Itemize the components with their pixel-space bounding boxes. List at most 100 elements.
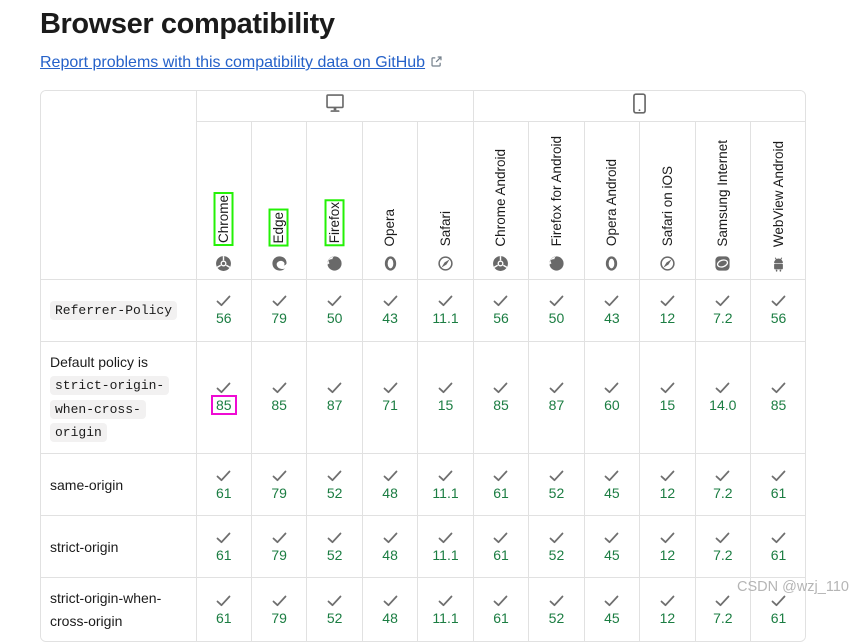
version-number: 7.2 [713,310,733,326]
version-number: 11.1 [432,484,459,501]
support-cell[interactable]: 15 [417,340,474,455]
support-cell[interactable]: 52 [306,515,363,579]
support-cell[interactable]: 61 [195,453,252,517]
check-icon [438,470,453,482]
version-number: 7.2 [713,609,733,626]
check-icon [660,295,675,307]
support-cell[interactable]: 43 [361,278,419,342]
feature-cell: strict-origin [41,515,197,579]
check-icon [715,382,730,394]
support-cell[interactable]: 12 [639,278,696,342]
version-number: 61 [493,484,509,501]
support-cell[interactable]: 7.2 [694,278,752,342]
support-cell[interactable]: 52 [528,577,585,642]
browser-header-webview-android: WebView Android [750,120,805,280]
support-cell[interactable]: 61 [750,453,805,517]
support-cell[interactable]: 48 [361,515,419,579]
version-number: 12 [659,546,676,563]
support-cell[interactable]: 52 [528,453,585,517]
support-cell[interactable]: 79 [250,515,308,579]
support-cell[interactable]: 45 [583,515,641,579]
version-number: 61 [215,609,232,626]
check-icon [715,532,730,544]
feature-label: Default policy is [50,353,149,370]
support-cell[interactable]: 52 [306,453,363,517]
safari-icon [437,255,454,272]
browser-header-chrome: Chrome [195,120,252,280]
support-cell[interactable]: 50 [528,278,585,342]
support-cell[interactable]: 7.2 [694,515,752,579]
version-number: 43 [604,310,620,326]
check-icon [383,470,398,482]
support-cell[interactable]: 61 [472,453,530,517]
support-cell[interactable]: 85 [195,340,252,455]
support-cell[interactable]: 43 [583,278,641,342]
check-icon [715,295,730,307]
table-row: Referrer-Policy 56 79 50 43 11.1 56 50 43 12 7.2 56 [41,278,805,342]
support-cell[interactable]: 48 [361,577,419,642]
check-icon [493,470,508,482]
support-cell[interactable]: 11.1 [417,577,474,642]
support-cell[interactable]: 61 [195,515,252,579]
version-number: 50 [326,310,343,326]
feature-label: strict-origin [50,538,119,555]
support-cell[interactable]: 61 [750,515,805,579]
support-cell[interactable]: 7.2 [694,577,752,642]
browser-header-opera-android: Opera Android [583,120,641,280]
support-cell[interactable]: 12 [639,453,696,517]
version-number: 60 [604,397,620,414]
support-cell[interactable]: 61 [472,577,530,642]
support-cell[interactable]: 61 [195,577,252,642]
support-cell[interactable]: 85 [750,340,805,455]
support-cell[interactable]: 79 [250,453,308,517]
version-number: 12 [659,310,676,326]
support-cell[interactable]: 15 [639,340,696,455]
support-cell[interactable]: 11.1 [417,515,474,579]
opera-icon [382,255,399,272]
support-cell[interactable]: 87 [528,340,585,455]
support-cell[interactable]: 85 [472,340,530,455]
version-number: 45 [604,484,620,501]
report-problems-line: Report problems with this compatibility … [40,54,806,73]
version-number: 56 [493,310,509,326]
version-number: 79 [271,546,287,563]
support-cell[interactable]: 79 [250,577,308,642]
support-cell[interactable]: 12 [639,515,696,579]
support-cell[interactable]: 56 [472,278,530,342]
support-cell[interactable]: 52 [528,515,585,579]
feature-label: strict-origin-when-cross-origin [50,375,170,443]
support-cell[interactable]: 48 [361,453,419,517]
support-cell[interactable]: 79 [250,278,308,342]
support-cell[interactable]: 45 [583,453,641,517]
check-icon [604,382,619,394]
support-cell[interactable]: 14.0 [694,340,752,455]
support-cell[interactable]: 50 [306,278,363,342]
report-link[interactable]: Report problems with this compatibility … [40,54,443,71]
version-number: 11.1 [432,609,459,626]
support-cell[interactable]: 11.1 [417,453,474,517]
version-number: 56 [215,310,232,326]
support-cell[interactable]: 11.1 [417,278,474,342]
chrome-icon [215,255,232,272]
version-number: 79 [271,484,287,501]
support-cell[interactable]: 52 [306,577,363,642]
support-cell[interactable]: 61 [472,515,530,579]
browser-label-chrome: Chrome [213,192,234,247]
compat-table: Chrome Edge Firefox Opera Safari Chrome Andro… [40,90,806,642]
samsung-icon [714,255,731,272]
browser-header-edge: Edge [250,120,308,280]
version-number: 11.1 [432,546,459,563]
support-cell[interactable]: 85 [250,340,308,455]
support-cell[interactable]: 7.2 [694,453,752,517]
support-cell[interactable]: 45 [583,577,641,642]
support-cell[interactable]: 12 [639,577,696,642]
support-cell[interactable]: 56 [750,278,805,342]
version-number: 61 [770,609,787,626]
support-cell[interactable]: 61 [750,577,805,642]
version-number: 43 [382,310,398,326]
support-cell[interactable]: 60 [583,340,641,455]
support-cell[interactable]: 87 [306,340,363,455]
firefox-icon [326,255,343,272]
support-cell[interactable]: 56 [195,278,252,342]
support-cell[interactable]: 71 [361,340,419,455]
